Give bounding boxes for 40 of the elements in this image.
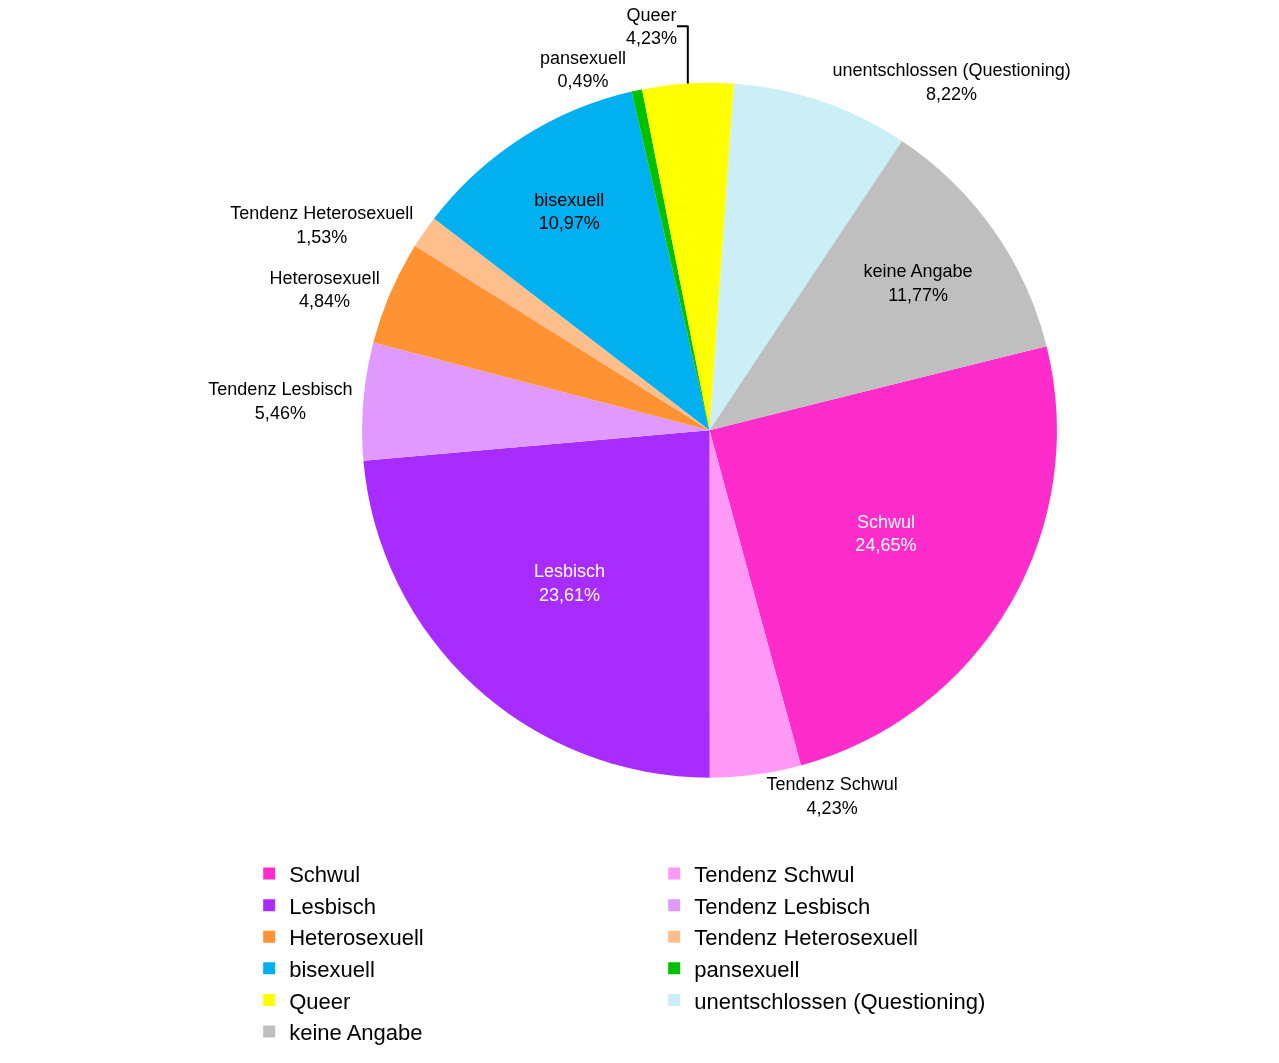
slice-label: Schwul	[856, 511, 915, 532]
pie-slice	[642, 82, 734, 431]
legend-label: Heterosexuell	[289, 925, 424, 951]
data-label: 0,49%	[557, 71, 609, 92]
slice-label: keine Angabe	[863, 261, 973, 282]
data-label: 10,97%	[538, 213, 600, 234]
data-label: 4,23%	[625, 28, 677, 49]
slice-label: pansexuell	[539, 48, 626, 69]
data-label: 1,53%	[296, 226, 348, 247]
legend-label: bisexuell	[289, 956, 375, 982]
pie-slice	[362, 342, 710, 461]
slice-label: bisexuell	[534, 189, 605, 210]
data-label: 23,61%	[538, 584, 601, 605]
legend-label: Schwul	[289, 862, 361, 888]
slice-label: unentschlossen (Questioning)	[832, 60, 1071, 81]
slice-label: Heterosexuell	[269, 267, 380, 288]
legend-label: Tendenz Heterosexuell	[694, 925, 918, 951]
pie-slice	[415, 218, 710, 431]
data-label: 5,46%	[254, 402, 306, 423]
legend-label: pansexuell	[694, 956, 800, 982]
pie-slice	[434, 91, 710, 431]
pie-slice	[709, 346, 1057, 766]
legend-label: Lesbisch	[289, 893, 377, 919]
slice-label: Queer	[626, 4, 677, 25]
legend-label: Queer	[289, 988, 351, 1014]
data-label: 24,65%	[855, 535, 917, 556]
slice-label: Tendenz Heterosexuell	[230, 203, 414, 224]
slice-label: Tendenz Schwul	[766, 774, 898, 795]
legend-label: keine Angabe	[289, 1020, 423, 1046]
slice-label: Lesbisch	[533, 561, 606, 582]
legend-label: Tendenz Lesbisch	[694, 893, 871, 919]
legend-label: Tendenz Schwul	[694, 862, 855, 888]
data-label: 8,22%	[926, 83, 978, 104]
pie-slice	[709, 140, 1047, 431]
pie-slice	[363, 430, 710, 778]
legend-label: unentschlossen (Questioning)	[694, 988, 986, 1014]
data-label: 4,23%	[806, 797, 858, 818]
data-label: 11,77%	[888, 284, 948, 305]
slice-label: Tendenz Lesbisch	[208, 379, 353, 400]
data-label: 4,84%	[299, 290, 351, 311]
